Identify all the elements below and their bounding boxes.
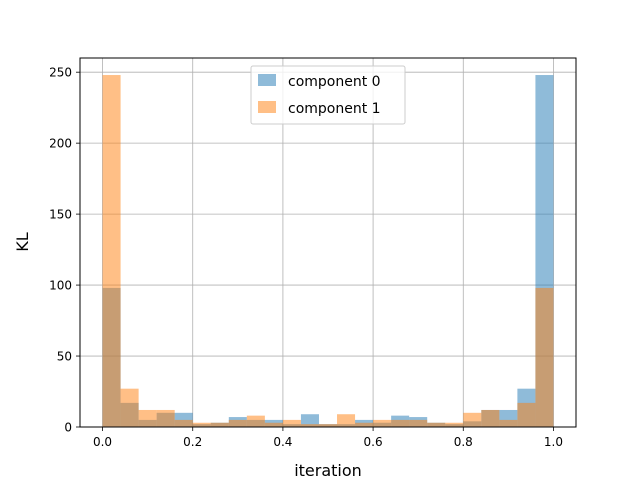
bar-series-1-bin-17 — [409, 419, 428, 427]
bar-series-1-bin-22 — [499, 419, 518, 427]
x-tick-label: 0.2 — [183, 435, 202, 449]
x-tick-label: 0.0 — [93, 435, 112, 449]
bar-series-1-bin-19 — [445, 422, 464, 427]
bars — [102, 75, 554, 428]
bar-series-1-bin-8 — [246, 415, 265, 427]
legend-label-component-0: component 0 — [288, 74, 381, 90]
bar-series-1-bin-16 — [391, 419, 410, 427]
bar-series-1-bin-7 — [228, 419, 247, 427]
legend-label-component-1: component 1 — [288, 101, 381, 117]
ticks: 0.0 0.2 0.4 0.6 0.8 1.0 0 50 100 150 200 250 — [49, 66, 563, 449]
bar-series-1-bin-24 — [535, 287, 554, 427]
series-0-bars — [102, 75, 554, 428]
y-tick-label: 100 — [49, 279, 72, 293]
legend-swatch-component-1 — [258, 101, 276, 113]
bar-series-1-bin-23 — [517, 402, 536, 427]
x-tick-label: 0.4 — [273, 435, 292, 449]
bar-series-1-bin-14 — [355, 422, 374, 427]
legend: component 0 component 1 — [250, 65, 406, 125]
x-axis-label: iteration — [294, 461, 362, 480]
y-tick-label: 200 — [49, 137, 72, 151]
bar-series-1-bin-2 — [138, 409, 157, 427]
bar-series-1-bin-12 — [318, 424, 338, 427]
x-tick-label: 0.6 — [364, 435, 383, 449]
bar-series-1-bin-13 — [337, 414, 356, 427]
bar-series-1-bin-4 — [174, 419, 193, 427]
plot-frame — [79, 57, 577, 428]
bar-series-1-bin-1 — [120, 388, 139, 427]
bar-series-1-bin-10 — [282, 419, 301, 427]
bar-series-1-bin-15 — [373, 419, 392, 427]
y-tick-label: 150 — [49, 208, 72, 222]
bar-series-0-bin-11 — [300, 414, 319, 427]
x-tick-label: 1.0 — [544, 435, 563, 449]
bar-series-1-bin-20 — [463, 412, 482, 427]
bar-series-1-bin-5 — [192, 422, 211, 427]
y-tick-label: 250 — [49, 66, 72, 80]
legend-swatch-component-0 — [258, 74, 276, 86]
x-tick-label: 0.8 — [454, 435, 473, 449]
y-axis-label: KL — [13, 232, 32, 251]
bar-series-1-bin-6 — [210, 422, 229, 427]
y-tick-label: 50 — [57, 350, 72, 364]
bar-series-1-bin-11 — [300, 424, 319, 427]
y-tick-label: 0 — [64, 421, 72, 435]
bar-series-1-bin-0 — [102, 75, 121, 428]
bar-series-1-bin-18 — [427, 422, 446, 427]
bar-series-1-bin-3 — [156, 409, 175, 427]
bar-series-1-bin-9 — [264, 422, 283, 427]
series-1-bars — [102, 75, 554, 428]
legend-box — [250, 65, 406, 125]
bar-series-1-bin-21 — [481, 409, 500, 427]
